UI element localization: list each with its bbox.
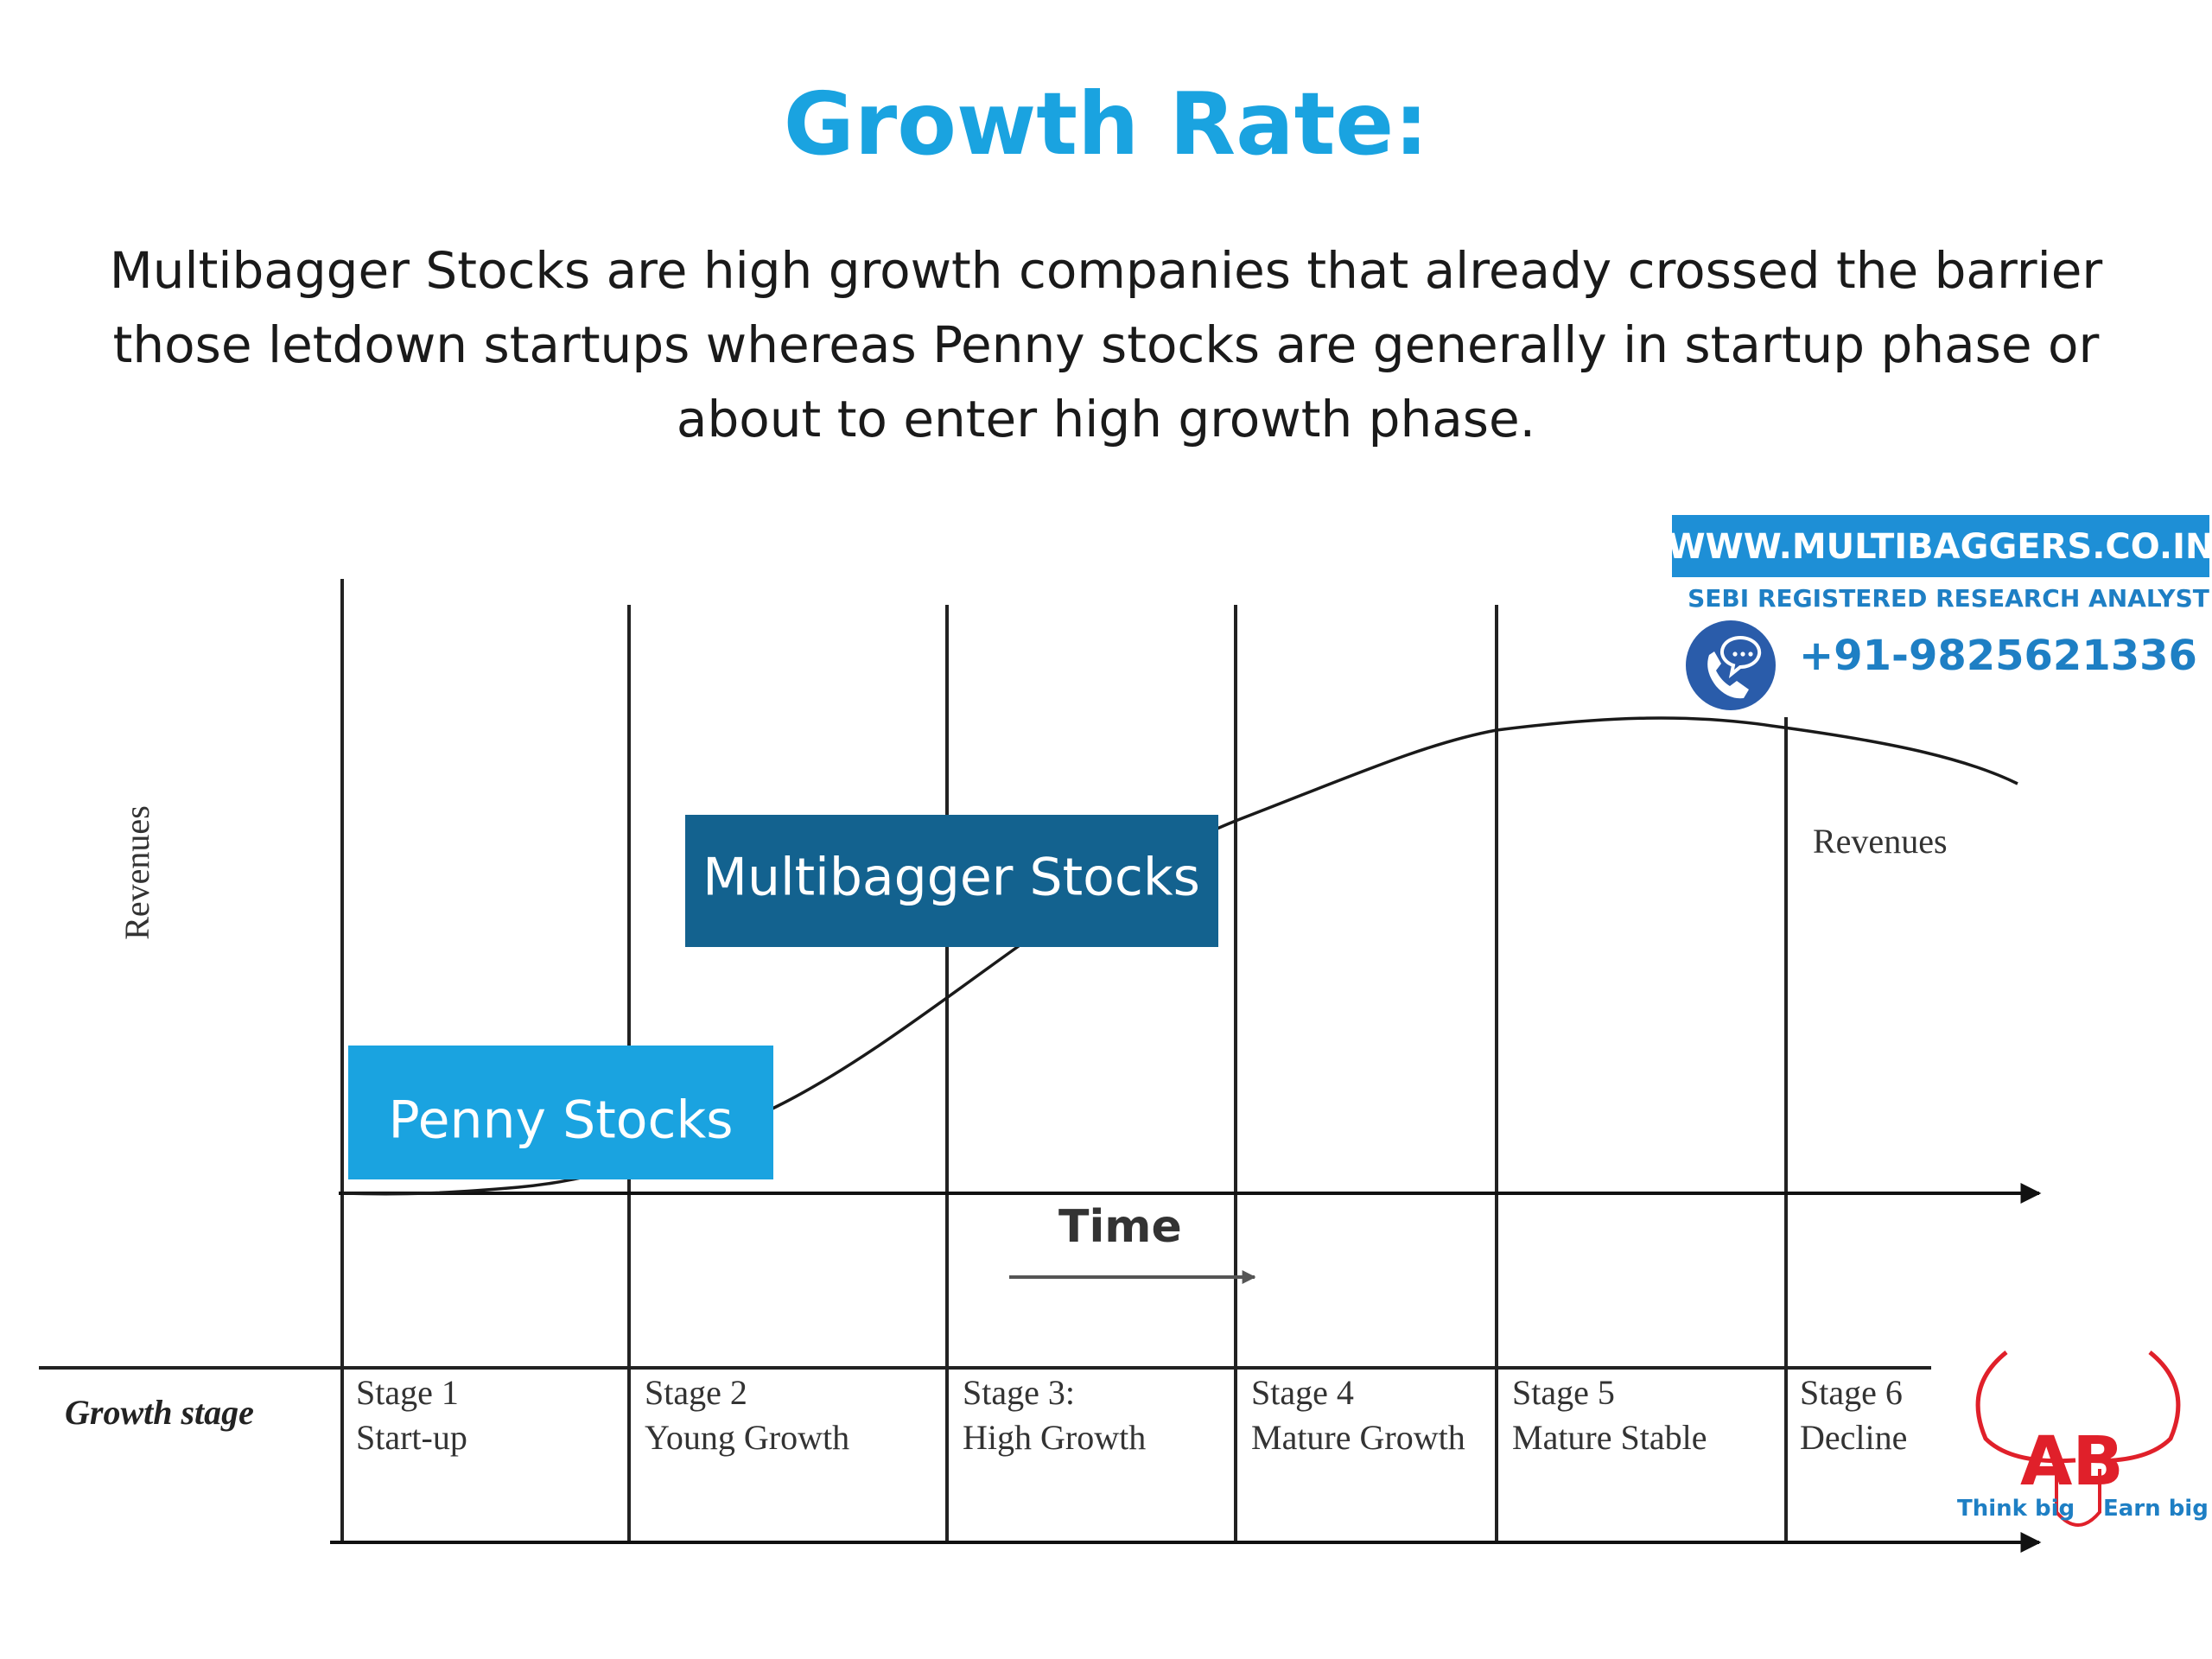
stage-3-desc: High Growth [963,1418,1146,1457]
stage-4-desc: Mature Growth [1251,1418,1465,1457]
stage-4-name: Stage 4 [1251,1373,1354,1412]
watermark: WWW.MULTIBAGGERS.CO.IN SEBI REGISTERED R… [1668,515,2212,710]
stage-2-desc: Young Growth [645,1418,849,1457]
time-label: Time [1058,1201,1182,1253]
watermark-phone: +91-9825621336 [1799,632,2197,680]
penny-stocks-label: Penny Stocks [389,1090,734,1151]
logo-right-caption: Earn big [2103,1496,2209,1522]
phone-chat-icon [1686,620,1776,710]
stage-6-name: Stage 6 [1800,1373,1903,1412]
y-axis-label: Revenues [118,805,156,940]
stage-6-desc: Decline [1800,1418,1907,1457]
watermark-website: WWW.MULTIBAGGERS.CO.IN [1668,527,2212,567]
watermark-band [1672,515,2209,577]
logo-text: AB [2020,1423,2124,1501]
multibagger-stocks-label: Multibagger Stocks [702,848,1200,908]
intro-paragraph: Multibagger Stocks are high growth compa… [109,241,2103,448]
stage-2-name: Stage 2 [645,1373,747,1412]
penny-stocks-box [348,1046,773,1179]
stage-5-name: Stage 5 [1512,1373,1615,1412]
stage-3-name: Stage 3: [963,1373,1075,1412]
stage-5-desc: Mature Stable [1512,1418,1707,1457]
bull-horns-logo: AB Think big Earn big [1957,1351,2209,1527]
growth-stage-label: Growth stage [65,1393,254,1432]
curve-label: Revenues [1813,822,1948,861]
logo-left-caption: Think big [1957,1496,2075,1522]
page-title: Growth Rate: [783,73,1429,175]
stage-1-name: Stage 1 [356,1373,459,1412]
stage-1-desc: Start-up [356,1418,467,1457]
watermark-tagline: SEBI REGISTERED RESEARCH ANALYST [1688,584,2209,613]
multibagger-stocks-box [685,815,1218,947]
